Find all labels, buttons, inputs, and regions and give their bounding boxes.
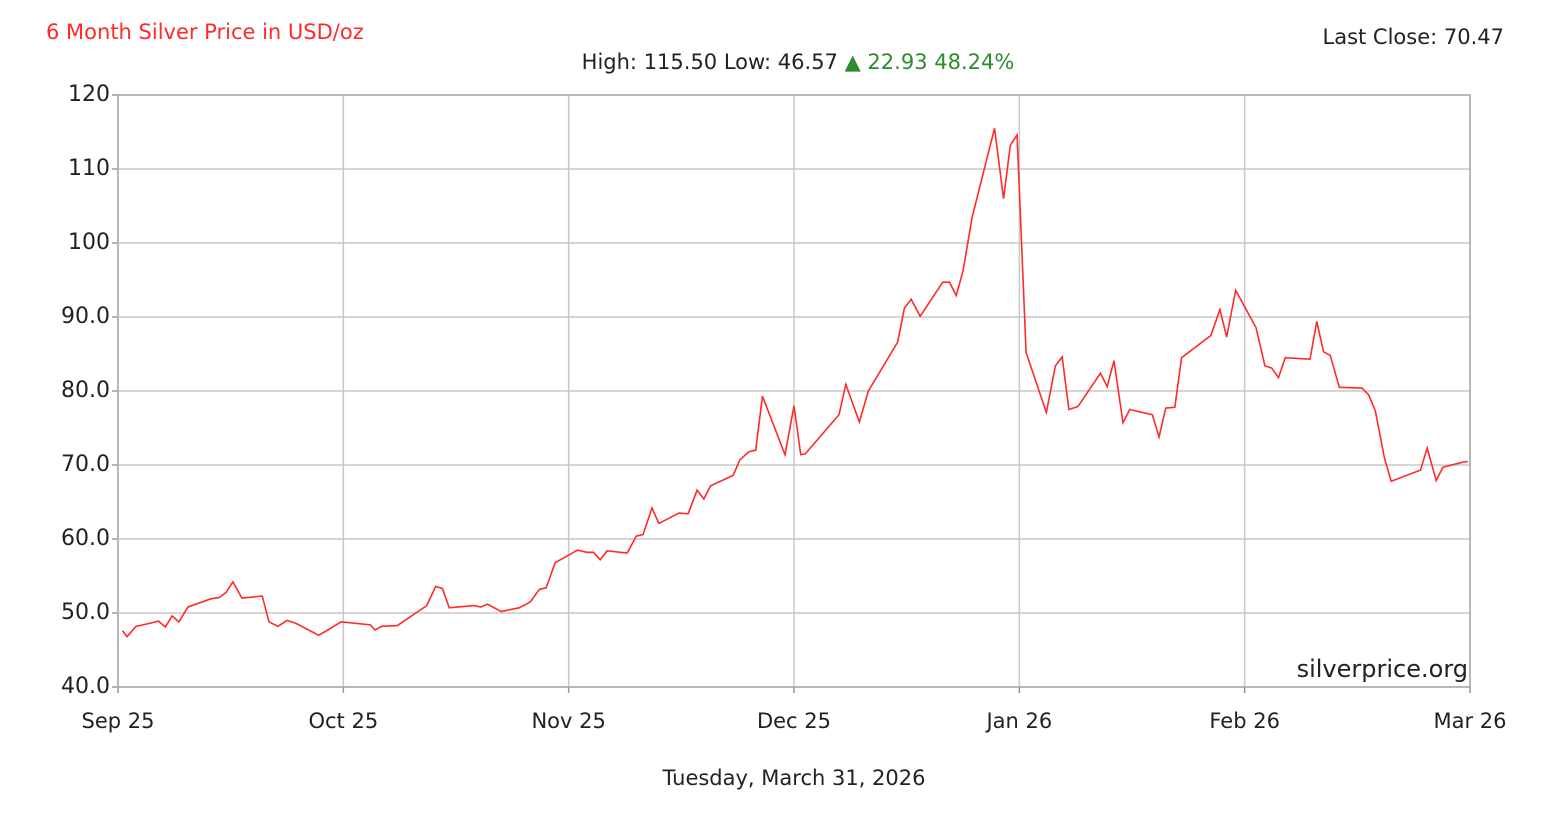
- stats: High: 115.50 Low: 46.57: [582, 50, 838, 74]
- x-axis-label: Tuesday, March 31, 2026: [662, 766, 926, 790]
- stats-line: High: 115.50 Low: 46.57 ▲ 22.93 48.24%: [582, 50, 1015, 74]
- x-tick-label: Sep 25: [82, 709, 155, 733]
- y-tick-label: 90.0: [61, 304, 110, 329]
- y-tick-label: 80.0: [61, 378, 110, 403]
- price-line: [121, 128, 1468, 638]
- x-tick-label: Dec 25: [757, 709, 831, 733]
- x-tick-label: Feb 26: [1209, 709, 1280, 733]
- chart-title: 6 Month Silver Price in USD/oz: [46, 20, 364, 44]
- y-tick-label: 50.0: [61, 600, 110, 625]
- last-close: Last Close: 70.47: [1323, 25, 1505, 49]
- watermark: silverprice.org: [1297, 655, 1468, 683]
- y-tick-label: 40.0: [61, 674, 110, 699]
- x-tick-label: Nov 25: [531, 709, 605, 733]
- y-tick-label: 120: [68, 82, 110, 107]
- change: ▲ 22.93 48.24%: [845, 50, 1015, 74]
- y-tick-label: 100: [68, 230, 110, 255]
- y-tick-label: 60.0: [61, 526, 110, 551]
- y-tick-label: 70.0: [61, 452, 110, 477]
- plot-border: [117, 94, 1471, 688]
- y-tick-label: 110: [68, 156, 110, 181]
- x-tick-label: Oct 25: [308, 709, 378, 733]
- x-tick-label: Jan 26: [984, 709, 1052, 733]
- x-tick-label: Mar 26: [1433, 709, 1506, 733]
